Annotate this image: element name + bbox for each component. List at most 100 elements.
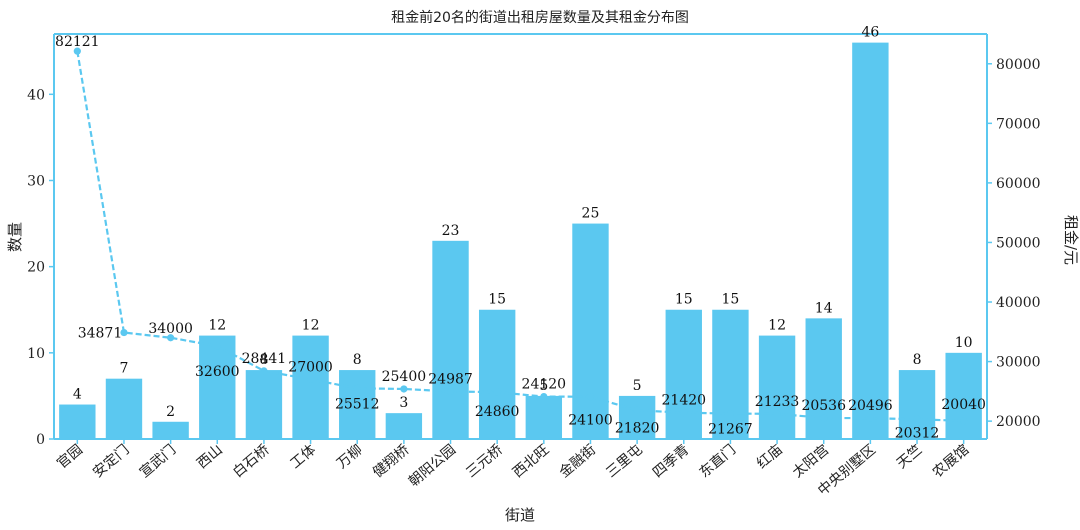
x-tick-label: 东直门 (696, 441, 739, 481)
bar-2 (105, 378, 143, 439)
x-tick-label: 工体 (287, 442, 319, 472)
bar-value-label: 5 (539, 378, 548, 394)
rent-value-label: 24120 (522, 377, 567, 393)
rent-point-4 (213, 342, 221, 350)
rent-point-14 (680, 409, 688, 417)
rent-point-18 (866, 414, 874, 422)
bar-4 (199, 335, 236, 439)
rent-point-16 (773, 410, 781, 418)
bar-value-label: 10 (955, 335, 973, 351)
y-tick-label: 20 (27, 260, 45, 276)
bar-value-label: 12 (768, 318, 786, 334)
rent-value-label: 34871 (78, 326, 123, 342)
rent-value-label: 24987 (428, 371, 473, 387)
x-tick-label: 四季青 (650, 442, 692, 481)
bar-15 (712, 309, 749, 439)
y2-axis-title: 租金/元 (1062, 215, 1080, 265)
rent-point-2 (120, 328, 128, 337)
bar-8 (385, 413, 423, 439)
bar-14 (665, 309, 702, 439)
bar-7 (339, 370, 376, 439)
bar-3 (152, 421, 189, 439)
rent-value-label: 20040 (941, 397, 986, 413)
rent-value-label: 21233 (755, 394, 800, 410)
labels-layer: 4 7 2 12 8 12 8 3 23 15 5 25 5 15 15 12 14 46 8 10 82121 3487… (55, 25, 986, 442)
chart-title: 租金前20名的街道出租房屋数量及其租金分布图 (391, 9, 689, 26)
x-tick-label: 农展馆 (930, 442, 972, 481)
bar-value-label: 8 (259, 352, 268, 368)
x-tick-label: 官园 (54, 442, 86, 472)
bar-value-label: 15 (488, 292, 506, 308)
x-tick-label: 西山 (194, 442, 226, 472)
y-tick-label: 40 (27, 87, 45, 103)
bar-value-label: 2 (166, 404, 175, 420)
x-axis-title: 街道 (505, 506, 535, 524)
y-tick-label: 0 (36, 432, 45, 448)
bar-value-label: 7 (120, 361, 129, 377)
bar-18 (852, 42, 889, 440)
rent-value-label: 20496 (848, 398, 893, 414)
rent-point-3 (167, 334, 175, 342)
bar-16 (758, 335, 796, 439)
y2-tick-label: 40000 (996, 295, 1041, 311)
bar-value-label: 4 (73, 387, 82, 403)
rent-value-label: 25400 (382, 369, 427, 385)
rent-point-11 (540, 392, 548, 401)
bar-12 (572, 223, 609, 439)
rent-value-label: 21820 (615, 420, 660, 436)
bar-value-label: 8 (353, 352, 362, 368)
rent-point-6 (306, 375, 315, 384)
x-tick-label: 西北旺 (510, 442, 552, 481)
rent-line-layer (73, 47, 968, 425)
rent-point-9 (446, 387, 455, 396)
x-tick-label: 安定门 (90, 442, 132, 481)
x-tick-label: 宣武门 (137, 442, 179, 481)
rent-point-7 (353, 384, 361, 392)
bar-value-label: 25 (582, 206, 600, 222)
y2-tick-label: 60000 (996, 176, 1041, 192)
bar-9 (432, 240, 469, 439)
x-tick-label: 白石桥 (230, 442, 272, 481)
bar-5 (245, 370, 283, 439)
rent-point-15 (726, 409, 735, 418)
x-tick-label: 太阳宫 (790, 442, 832, 481)
rent-point-17 (820, 414, 828, 422)
rent-point-20 (960, 417, 968, 425)
rent-value-label: 28441 (242, 351, 287, 367)
x-tick-label: 万柳 (333, 441, 365, 472)
bar-11 (525, 395, 563, 439)
x-tick-label: 金融街 (557, 442, 599, 481)
rent-line (76, 50, 964, 422)
bar-20 (945, 352, 982, 439)
rent-point-12 (586, 393, 595, 401)
rent-point-5 (260, 367, 268, 375)
rent-value-label: 82121 (55, 34, 100, 50)
rent-point-10 (493, 388, 501, 396)
x-tick-label: 健翔桥 (370, 442, 412, 481)
y2-tick-label: 70000 (996, 116, 1041, 132)
rent-value-label: 24100 (568, 413, 613, 429)
bar-value-label: 8 (913, 352, 922, 368)
rent-value-label: 25512 (335, 396, 380, 412)
x-tick-label: 三元桥 (463, 442, 505, 481)
bar-value-label: 46 (861, 25, 879, 41)
rent-value-label: 20312 (895, 425, 940, 441)
y2-tick-label: 50000 (996, 235, 1041, 251)
rent-value-label: 21267 (708, 422, 753, 438)
bar-value-label: 15 (722, 292, 740, 308)
y2-tick-label: 80000 (996, 57, 1041, 73)
bar-13 (618, 395, 656, 439)
rent-value-label: 34000 (148, 321, 193, 337)
y2-tick-label: 20000 (996, 414, 1041, 430)
y-tick-label: 10 (27, 346, 45, 362)
rent-value-label: 27000 (288, 359, 333, 375)
bar-19 (898, 370, 936, 439)
bar-value-label: 3 (399, 395, 408, 411)
rent-point-1 (73, 47, 81, 55)
bar-value-label: 14 (815, 300, 833, 316)
bar-value-label: 12 (302, 318, 320, 334)
rent-point-19 (913, 415, 921, 423)
rent-value-label: 24860 (475, 404, 520, 420)
bar-1 (59, 404, 96, 439)
